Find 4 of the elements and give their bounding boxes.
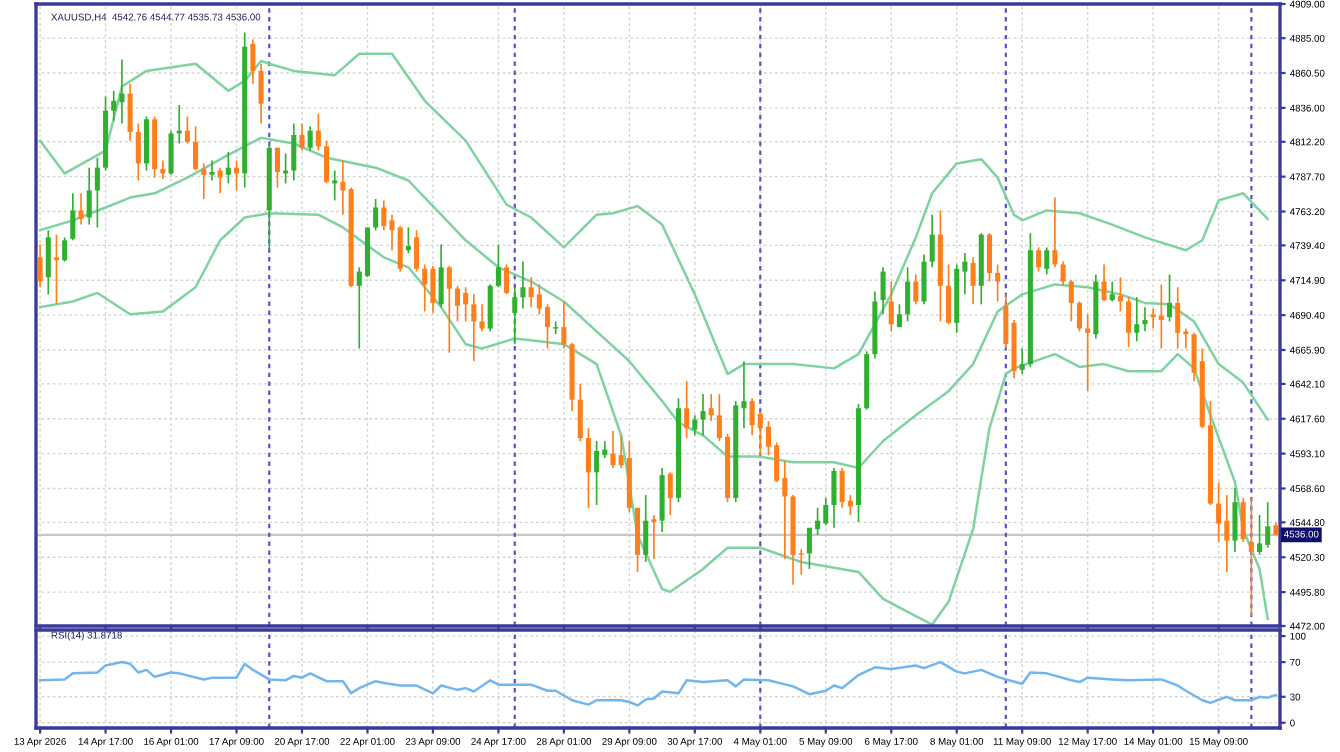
line-series <box>38 660 1278 707</box>
line-series <box>38 52 1269 376</box>
line-series <box>38 211 1269 626</box>
line-series <box>38 136 1269 470</box>
